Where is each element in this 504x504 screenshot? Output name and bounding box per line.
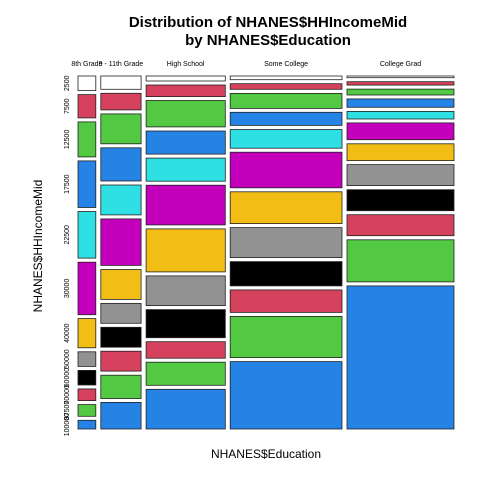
mosaic-tile: [229, 227, 343, 259]
mosaic-tile: [100, 302, 142, 324]
mosaic-tile: [346, 164, 455, 187]
mosaic-tile: [100, 147, 142, 182]
mosaic-tile: [77, 351, 97, 367]
mosaic-tile: [346, 75, 455, 79]
y-tick-labels: 2500 7500 12500 17500 22500 30000 40000 5000060…: [64, 75, 71, 436]
mosaic-tile: [145, 388, 226, 430]
mosaic-tile: [229, 315, 343, 358]
mosaic-tile: [77, 211, 97, 259]
y-tick-label: 70000: [64, 385, 71, 405]
y-tick-label: 12500: [64, 130, 71, 150]
mosaic-tile: [77, 75, 97, 92]
mosaic-tile: [229, 83, 343, 90]
y-tick-label: 60000: [64, 368, 71, 388]
mosaic-tile: [346, 122, 455, 141]
y-tick-label: 7500: [64, 98, 71, 114]
chart-title-line-1: Distribution of NHANES$HHIncomeMid: [129, 14, 407, 31]
y-tick-label: 40000: [64, 323, 71, 343]
mosaic-tile: [100, 350, 142, 372]
x-category-label: 9 - 11th Grade: [99, 61, 144, 68]
mosaic-tile: [145, 228, 226, 273]
mosaic-tile: [346, 143, 455, 162]
mosaic-tile: [229, 191, 343, 225]
mosaic-tile: [229, 361, 343, 430]
mosaic-tiles: [77, 75, 455, 430]
mosaic-tile: [77, 388, 97, 401]
mosaic-tile: [100, 92, 142, 111]
mosaic-tile: [145, 100, 226, 128]
mosaic-tile: [100, 75, 142, 90]
mosaic-tile: [229, 289, 343, 313]
mosaic-tile: [346, 98, 455, 108]
mosaic-tile: [145, 184, 226, 226]
y-tick-label: 22500: [64, 225, 71, 245]
chart-title-line-2: by NHANES$Education: [185, 32, 351, 49]
mosaic-tile: [77, 160, 97, 208]
mosaic-tile: [346, 111, 455, 120]
mosaic-tile: [100, 113, 142, 145]
mosaic-tile: [77, 261, 97, 316]
mosaic-tile: [229, 151, 343, 189]
mosaic-tile: [145, 157, 226, 182]
mosaic-tile: [229, 75, 343, 81]
mosaic-tile: [100, 269, 142, 300]
mosaic-tile: [77, 121, 97, 158]
mosaic-tile: [100, 184, 142, 216]
x-category-label: Some College: [264, 61, 308, 68]
y-tick-label: 30000: [64, 279, 71, 299]
mosaic-tile: [229, 111, 343, 126]
mosaic-tile: [346, 88, 455, 96]
x-category-label: High School: [167, 61, 205, 68]
mosaic-tile: [229, 93, 343, 109]
mosaic-tile: [100, 218, 142, 266]
mosaic-tile: [145, 275, 226, 306]
y-tick-label: 17500: [64, 174, 71, 194]
mosaic-tile: [100, 326, 142, 348]
mosaic-tile: [77, 94, 97, 119]
mosaic-tile: [145, 341, 226, 359]
mosaic-tile: [229, 129, 343, 149]
mosaic-tile: [77, 369, 97, 386]
mosaic-tile: [145, 361, 226, 386]
y-axis-label: NHANES$HHIncomeMid: [31, 180, 45, 313]
mosaic-tile: [145, 130, 226, 155]
y-tick-label: 50000: [64, 349, 71, 369]
x-axis-label: NHANES$Education: [211, 447, 321, 461]
mosaic-tile: [145, 75, 226, 82]
mosaic-tile: [145, 84, 226, 98]
y-tick-label: 100000: [64, 413, 71, 436]
mosaic-tile: [77, 404, 97, 417]
mosaic-tile: [346, 239, 455, 283]
mosaic-tile: [229, 261, 343, 287]
mosaic-tile: [100, 374, 142, 399]
mosaic-tile: [346, 81, 455, 86]
mosaic-tile: [346, 285, 455, 430]
mosaic-tile: [77, 419, 97, 430]
y-tick-label: 2500: [64, 75, 71, 91]
mosaic-tile: [346, 189, 455, 212]
mosaic-tile: [100, 401, 142, 430]
mosaic-tile: [77, 318, 97, 349]
y-tick-label: 87500: [64, 401, 71, 421]
x-category-label: 8th Grade: [71, 61, 102, 68]
mosaic-tile: [145, 309, 226, 339]
mosaic-tile: [346, 214, 455, 237]
x-category-label: College Grad: [380, 61, 421, 68]
